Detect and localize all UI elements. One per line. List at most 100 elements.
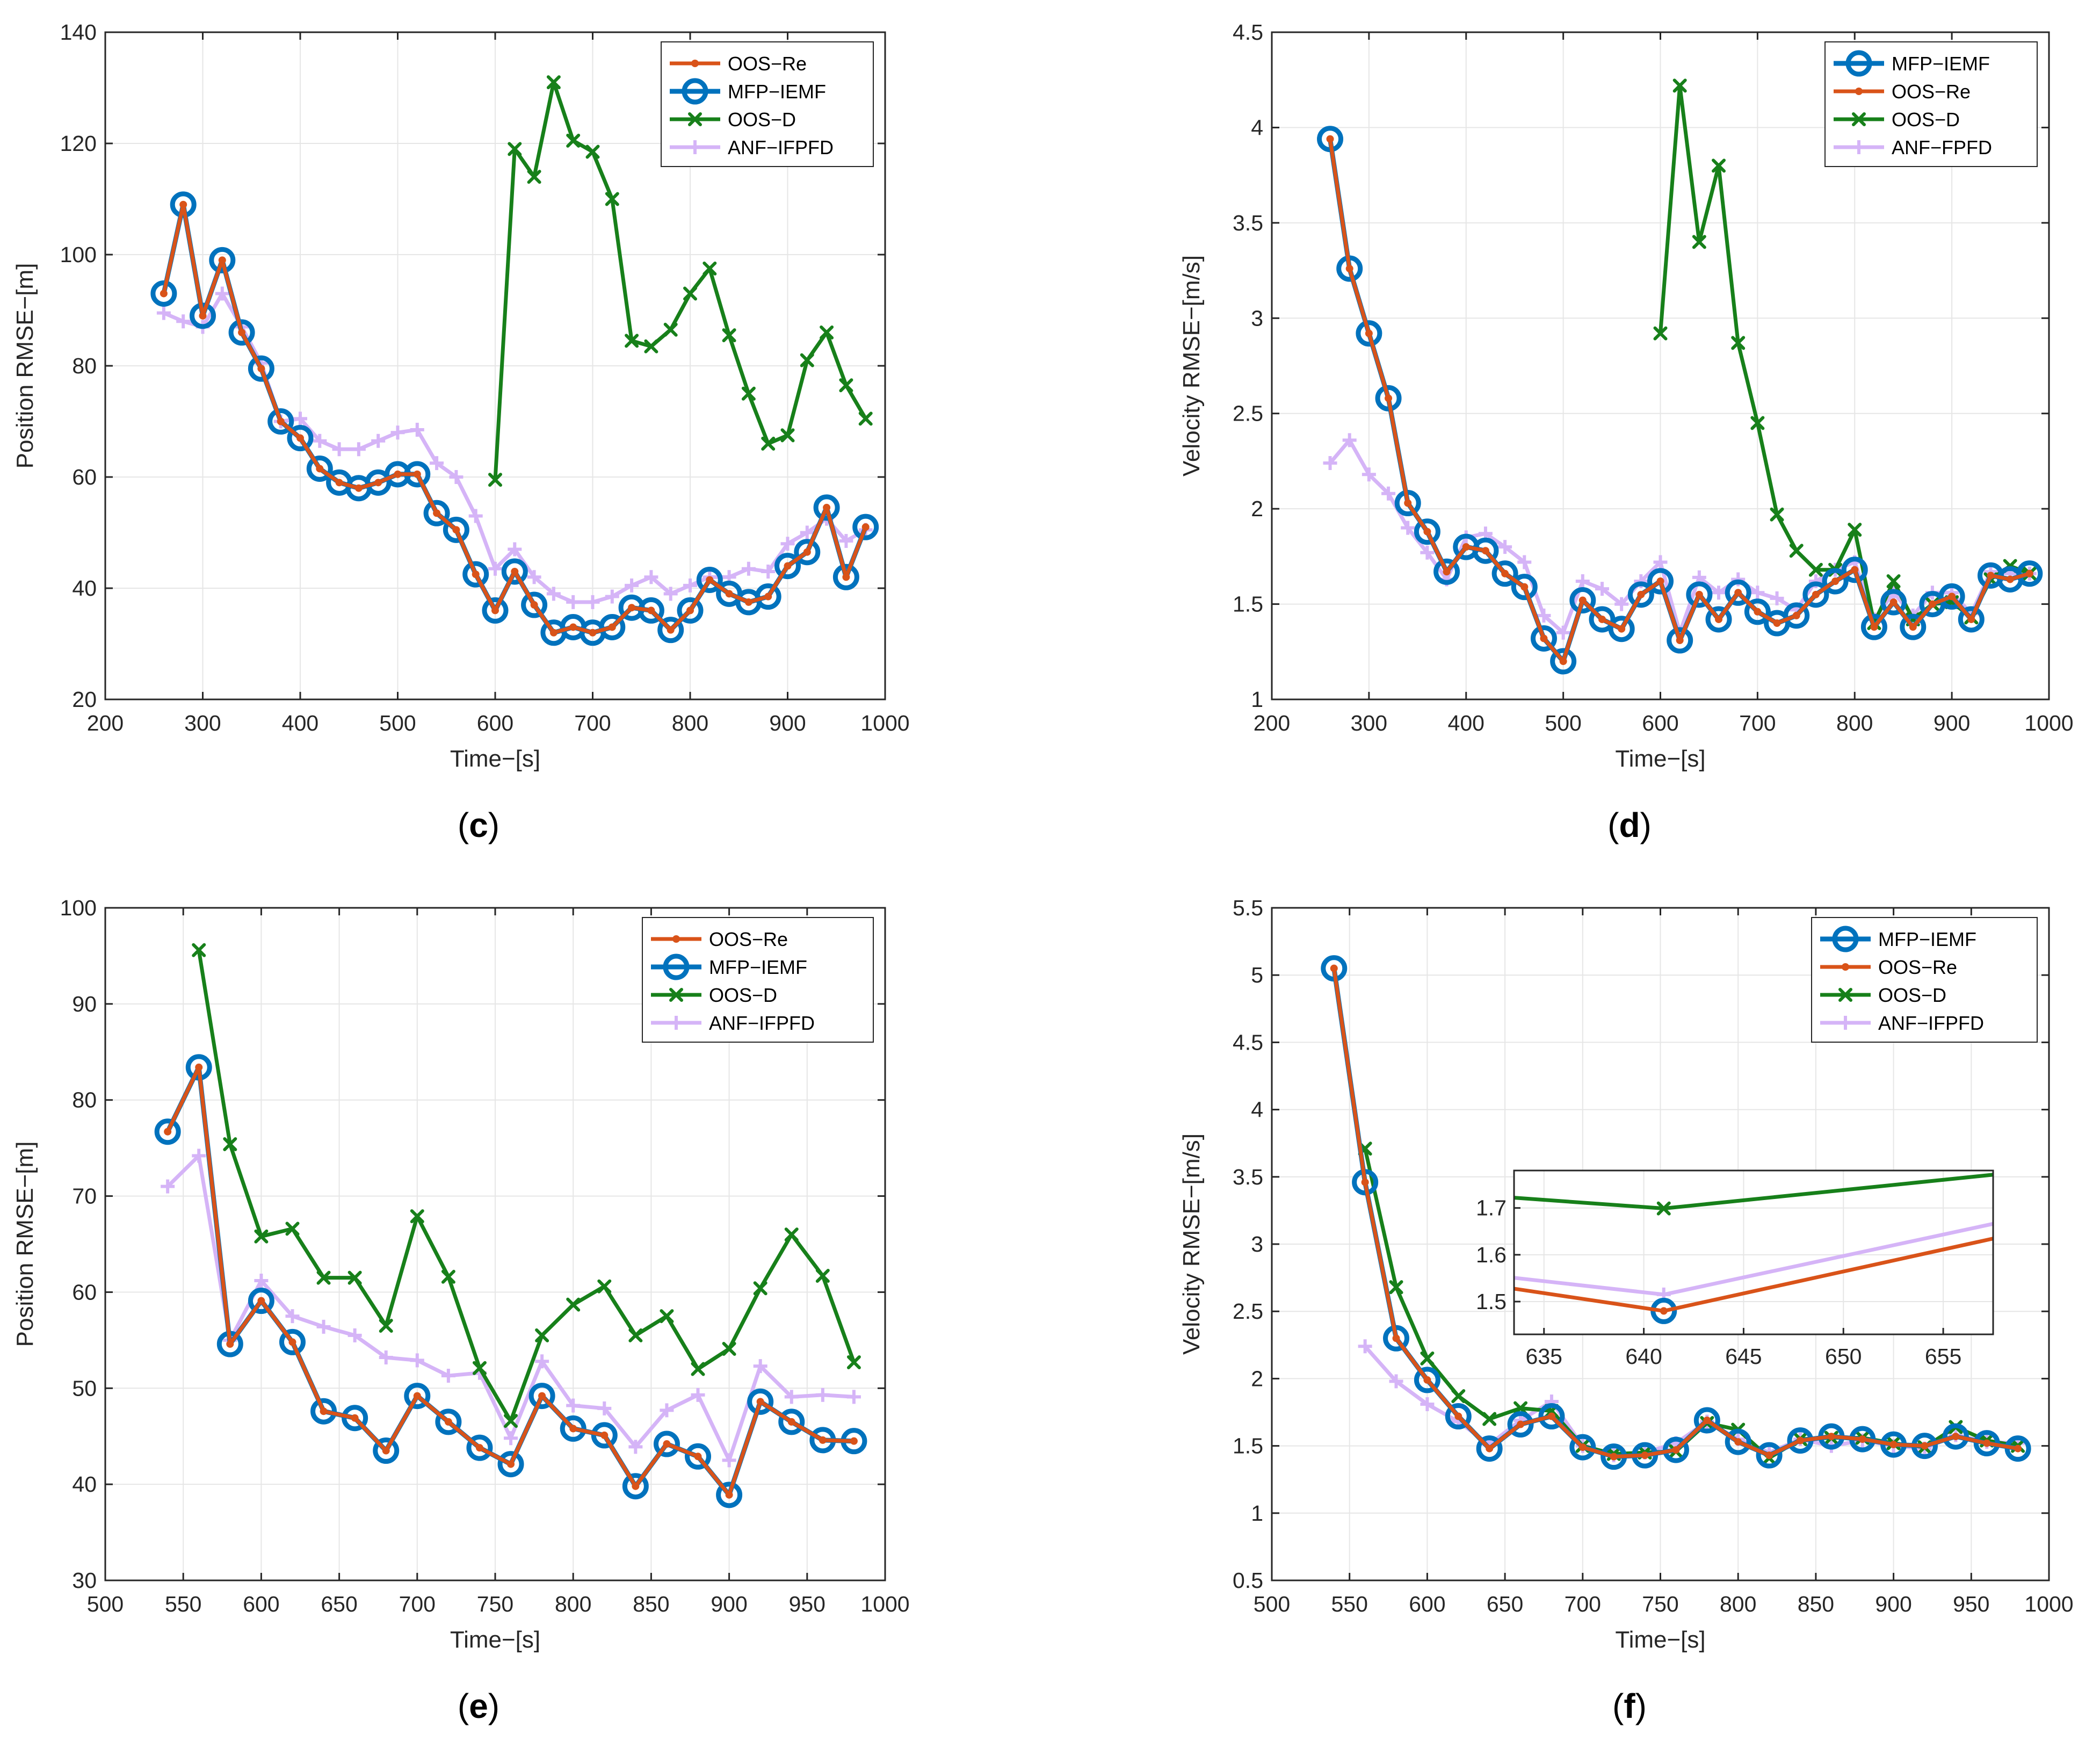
- x-tick-label: 700: [574, 711, 611, 735]
- chart-f-series-oos-re-marker: [1330, 964, 1338, 972]
- chart-f: 500 550 600 650 700 750 800 850 900 950 1000 0.5 1 1.…: [1178, 895, 2074, 1725]
- x-tick-label: 650: [1487, 1592, 1523, 1616]
- legend-entry-oos-re-marker: [672, 935, 680, 943]
- legend-entry-oos-re-marker: [1855, 88, 1863, 95]
- chart-d-series-anf-fpfd-marker: [1362, 467, 1376, 482]
- chart-f-series-oos-re-marker: [2014, 1444, 2022, 1453]
- chart-c-series-mfp-iemf-marker: [696, 566, 723, 593]
- legend-entry-mfp-iemf: MFP−IEMF: [1834, 50, 1990, 77]
- legend-entry-anf-fpfd-label: ANF−FPFD: [1892, 136, 1992, 158]
- legend: MFP−IEMF OOS−Re OOS−D ANF−FPFD: [1824, 41, 2038, 167]
- legend-entry-mfp-iemf-marker: [663, 953, 690, 980]
- chart-d-series-anf-fpfd-marker: [1595, 582, 1609, 596]
- chart-c-series-oos-re-marker: [569, 623, 577, 631]
- chart-e-series-oos-re-marker: [413, 1392, 421, 1400]
- chart-d-series-oos-re-marker: [1540, 634, 1548, 642]
- chart-e-series-oos-re-marker: [694, 1453, 702, 1461]
- y-tick-label: 90: [72, 992, 97, 1016]
- chart-c-series-anf-ifpfd-marker: [644, 570, 658, 584]
- chart-d-series-oos-re-marker: [1754, 608, 1762, 616]
- legend-entry-mfp-iemf-marker: [682, 78, 708, 105]
- chart-d-series-oos-re-marker: [1637, 590, 1645, 598]
- chart-d-series-mfp-iemf-marker: [1686, 581, 1713, 608]
- chart-c-series-oos-re-marker: [179, 200, 187, 208]
- chart-d-series-oos-re-marker: [1695, 590, 1703, 598]
- chart-e-series-oos-re-marker: [195, 1063, 203, 1071]
- chart-e-series-oos-d-marker: [846, 1355, 861, 1369]
- chart-c-series-oos-re-marker: [257, 365, 265, 373]
- inset-x-tick-label: 645: [1725, 1344, 1762, 1369]
- y-tick-label: 40: [72, 576, 97, 601]
- chart-e-series-anf-ifpfd-marker: [285, 1309, 300, 1324]
- chart-e-series-oos-d-marker: [504, 1414, 518, 1428]
- inset-x-tick-label: 650: [1825, 1344, 1862, 1369]
- x-tick-label: 700: [1739, 711, 1776, 735]
- legend-entry-mfp-iemf-label: MFP−IEMF: [1892, 53, 1990, 75]
- inset-series-oos-re-marker: [2039, 1224, 2047, 1231]
- chart-c-series-oos-re-marker: [413, 470, 421, 478]
- x-tick-label: 200: [87, 711, 124, 735]
- y-tick-label: 2.5: [1233, 401, 1263, 426]
- chart-c-series-oos-re-marker: [725, 590, 733, 598]
- chart-c-series-mfp-iemf-marker: [287, 425, 314, 452]
- chart-e-series-anf-ifpfd: [161, 1148, 861, 1468]
- chart-c-series-anf-ifpfd-marker: [430, 456, 444, 471]
- legend-entry-oos-re-marker: [1842, 963, 1849, 971]
- inset-x-tick-label: 655: [1925, 1344, 1961, 1369]
- chart-c-series-mfp-iemf-marker: [813, 494, 840, 521]
- chart-d-series-oos-re-line: [1328, 139, 2030, 663]
- chart-e-series-anf-ifpfd-marker: [660, 1403, 674, 1418]
- chart-e-series-mfp-iemf-marker: [560, 1415, 586, 1442]
- chart-d-series-anf-fpfd-marker: [1712, 586, 1726, 600]
- x-axis-label: Time−[s]: [450, 1627, 540, 1653]
- chart-e-series-anf-ifpfd-marker: [597, 1401, 612, 1415]
- chart-d-series-oos-d-marker: [1672, 78, 1687, 93]
- chart-d-series-mfp-iemf-marker: [1550, 648, 1577, 675]
- chart-e-series-anf-ifpfd-marker: [316, 1319, 331, 1334]
- x-tick-label: 1000: [2024, 1592, 2073, 1616]
- inset-series-oos-re: [1514, 1224, 2047, 1315]
- legend: MFP−IEMF OOS−Re OOS−D ANF−IFPFD: [1811, 917, 2038, 1043]
- chart-c-series-oos-re-marker: [491, 606, 499, 615]
- chart-d-series-mfp-iemf-marker: [1414, 518, 1440, 545]
- chart-f-series-oos-d-marker: [1451, 1389, 1466, 1403]
- y-tick-label: 40: [72, 1472, 97, 1497]
- chart-d-series-anf-fpfd-marker: [1537, 608, 1551, 623]
- x-tick-label: 500: [87, 1592, 124, 1616]
- chart-c-series-oos-d: [488, 75, 873, 487]
- chart-d-series-oos-re-marker: [1909, 623, 1917, 631]
- chart-d-series-mfp-iemf-marker: [1860, 613, 1887, 640]
- chart-d-series-mfp-iemf-marker: [1725, 579, 1751, 606]
- y-tick-label: 20: [72, 687, 97, 712]
- chart-c-series-anf-ifpfd-marker: [839, 534, 853, 548]
- chart-f-series-oos-re-marker: [1983, 1439, 1991, 1447]
- chart-d-series-oos-re-marker: [1987, 572, 1995, 580]
- chart-e-series-mfp-iemf-marker: [528, 1383, 555, 1410]
- chart-c-series-anf-ifpfd-marker: [741, 561, 756, 576]
- chart-d-series-oos-re-marker: [1870, 623, 1878, 631]
- panel-label: (d): [1607, 806, 1652, 844]
- chart-c-series-oos-re-marker: [374, 479, 382, 487]
- chart-d-series-anf-fpfd-marker: [1614, 597, 1629, 611]
- chart-f-series-oos-re-marker: [1952, 1433, 1960, 1441]
- plot-area-c: [150, 75, 879, 646]
- x-tick-label: 900: [1934, 711, 1970, 735]
- legend-entry-oos-d: OOS−D: [1834, 109, 1960, 131]
- chart-d-series-mfp-iemf-marker: [1356, 320, 1382, 347]
- y-tick-label: 3: [1251, 1232, 1263, 1256]
- chart-d-series-anf-fpfd-marker: [1323, 456, 1337, 470]
- x-tick-label: 800: [1836, 711, 1873, 735]
- legend-entry-mfp-iemf: MFP−IEMF: [1820, 926, 1976, 952]
- chart-c-series-anf-ifpfd-marker: [410, 423, 424, 437]
- chart-f-series-mfp-iemf-marker: [1445, 1403, 1472, 1430]
- chart-d-series-mfp-iemf-marker: [1491, 560, 1518, 587]
- plot-area-d: [1317, 78, 2043, 675]
- chart-d-series-mfp-iemf-marker: [1394, 489, 1421, 516]
- chart-c-series-mfp-iemf-marker: [248, 355, 274, 382]
- chart-c-series-oos-re-marker: [764, 593, 772, 601]
- chart-c-series-oos-re-marker: [686, 606, 694, 615]
- chart-d-series-mfp-iemf-marker: [1647, 568, 1674, 595]
- y-axis-label: Position RMSE−[m]: [12, 263, 38, 469]
- chart-c-series-anf-ifpfd-marker: [780, 537, 795, 551]
- chart-c-series-oos-d-marker: [858, 411, 873, 426]
